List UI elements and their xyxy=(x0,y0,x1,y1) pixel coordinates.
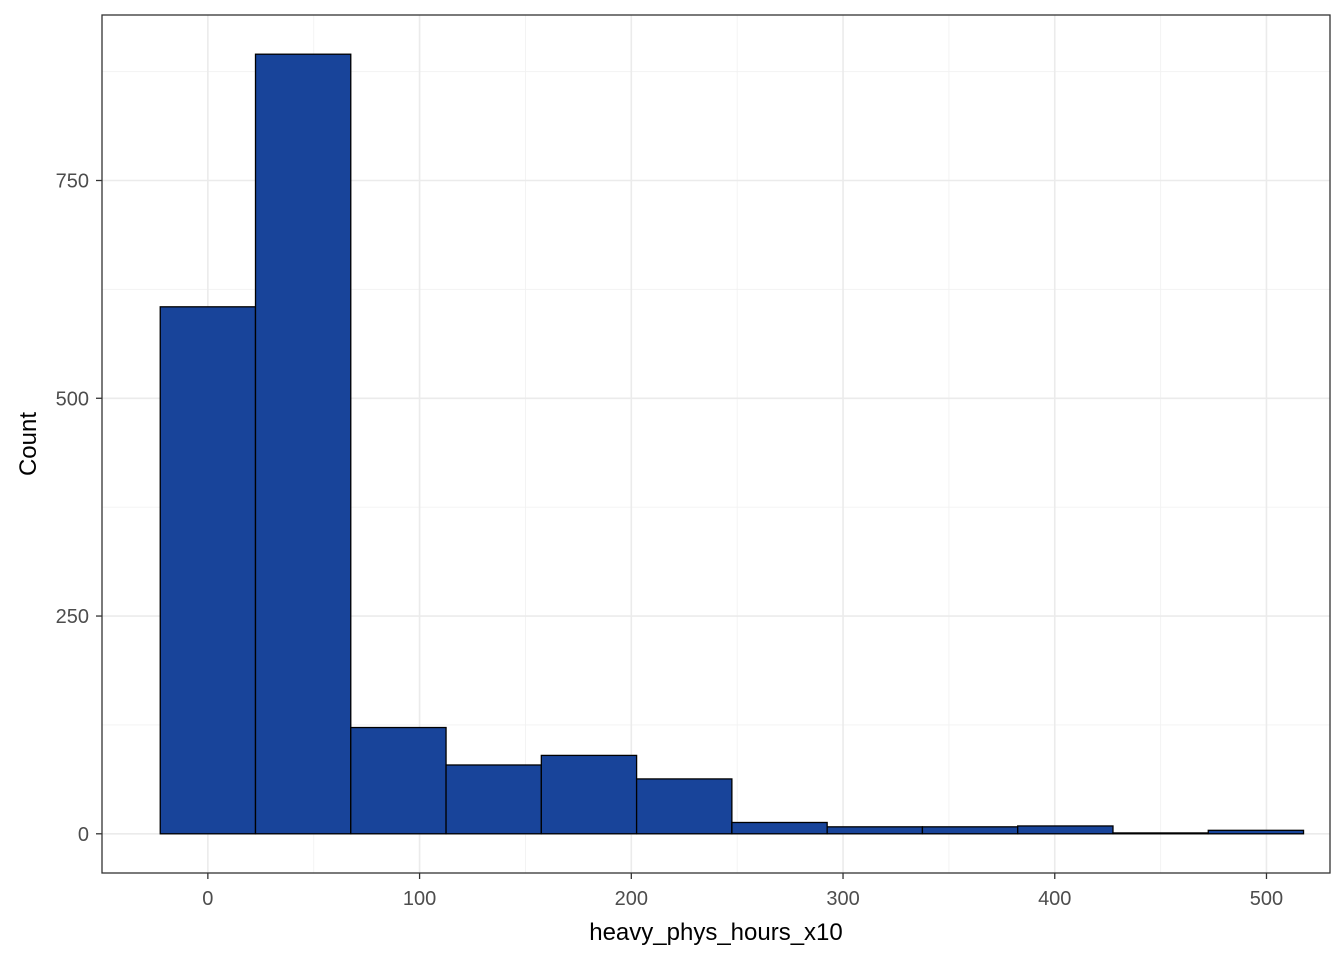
histogram-bar xyxy=(254,53,352,835)
panel-border xyxy=(101,14,1331,874)
histogram-bar xyxy=(826,826,924,835)
histogram-bar xyxy=(1207,829,1305,835)
y-tick-label: 0 xyxy=(78,824,89,846)
x-tick-label: 0 xyxy=(202,888,213,910)
x-tick-label: 400 xyxy=(1038,888,1071,910)
histogram-bar xyxy=(635,778,733,835)
histogram-bar xyxy=(540,754,638,835)
x-tick-label: 100 xyxy=(403,888,436,910)
histogram-bar xyxy=(1017,825,1114,835)
histogram-bar xyxy=(350,726,447,835)
y-tick-label: 750 xyxy=(56,171,89,193)
x-tick-label: 200 xyxy=(615,888,648,910)
bar-layer xyxy=(159,53,1305,835)
histogram-bar xyxy=(1112,832,1209,835)
histogram-bar xyxy=(445,764,542,835)
axis-layer: 0 100 200 300 400 500 0 250 500 750 xyxy=(56,171,1284,910)
y-tick-label: 250 xyxy=(56,606,89,628)
histogram-bar xyxy=(921,826,1019,835)
y-tick-label: 500 xyxy=(56,388,89,410)
x-tick-label: 500 xyxy=(1250,888,1283,910)
y-axis-title: Count xyxy=(15,412,42,476)
histogram-bar xyxy=(731,821,828,835)
x-tick-label: 300 xyxy=(826,888,859,910)
x-axis-title: heavy_phys_hours_x10 xyxy=(589,919,843,946)
histogram-bar xyxy=(159,306,257,835)
